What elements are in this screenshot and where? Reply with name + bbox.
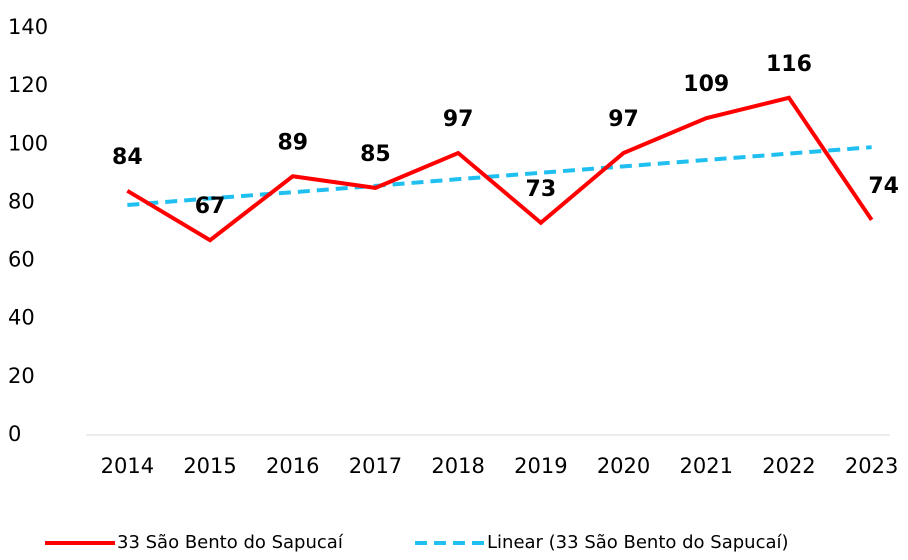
y-tick-label: 40 [8,306,35,330]
data-label: 116 [766,52,812,77]
y-tick-label: 0 [8,422,21,446]
data-label: 97 [443,107,474,132]
series-line [126,95,874,243]
data-label: 109 [683,72,729,97]
data-label: 73 [526,177,557,202]
x-tick-label: 2021 [680,454,733,478]
x-tick-label: 2019 [514,454,567,478]
y-tick-label: 120 [8,73,48,97]
y-tick-label: 80 [8,189,35,213]
x-tick-label: 2020 [597,454,650,478]
x-tick-label: 2022 [762,454,815,478]
data-label: 74 [868,174,899,199]
x-tick-label: 2023 [845,454,898,478]
data-label: 67 [195,194,226,219]
data-label: 89 [277,130,308,155]
legend-label: 33 São Bento do Sapucaí [117,532,344,553]
data-label: 84 [112,145,143,170]
data-label: 85 [360,142,391,167]
x-tick-label: 2014 [101,454,154,478]
y-tick-label: 20 [8,364,35,388]
data-label: 97 [608,107,639,132]
series-line [127,145,872,208]
x-tick-label: 2017 [349,454,402,478]
y-tick-label: 140 [8,15,48,39]
y-tick-label: 60 [8,248,35,272]
legend-label: Linear (33 São Bento do Sapucaí) [487,532,789,553]
x-tick-label: 2015 [183,454,236,478]
x-tick-label: 2016 [266,454,319,478]
x-tick-label: 2018 [431,454,484,478]
y-tick-label: 100 [8,131,48,155]
